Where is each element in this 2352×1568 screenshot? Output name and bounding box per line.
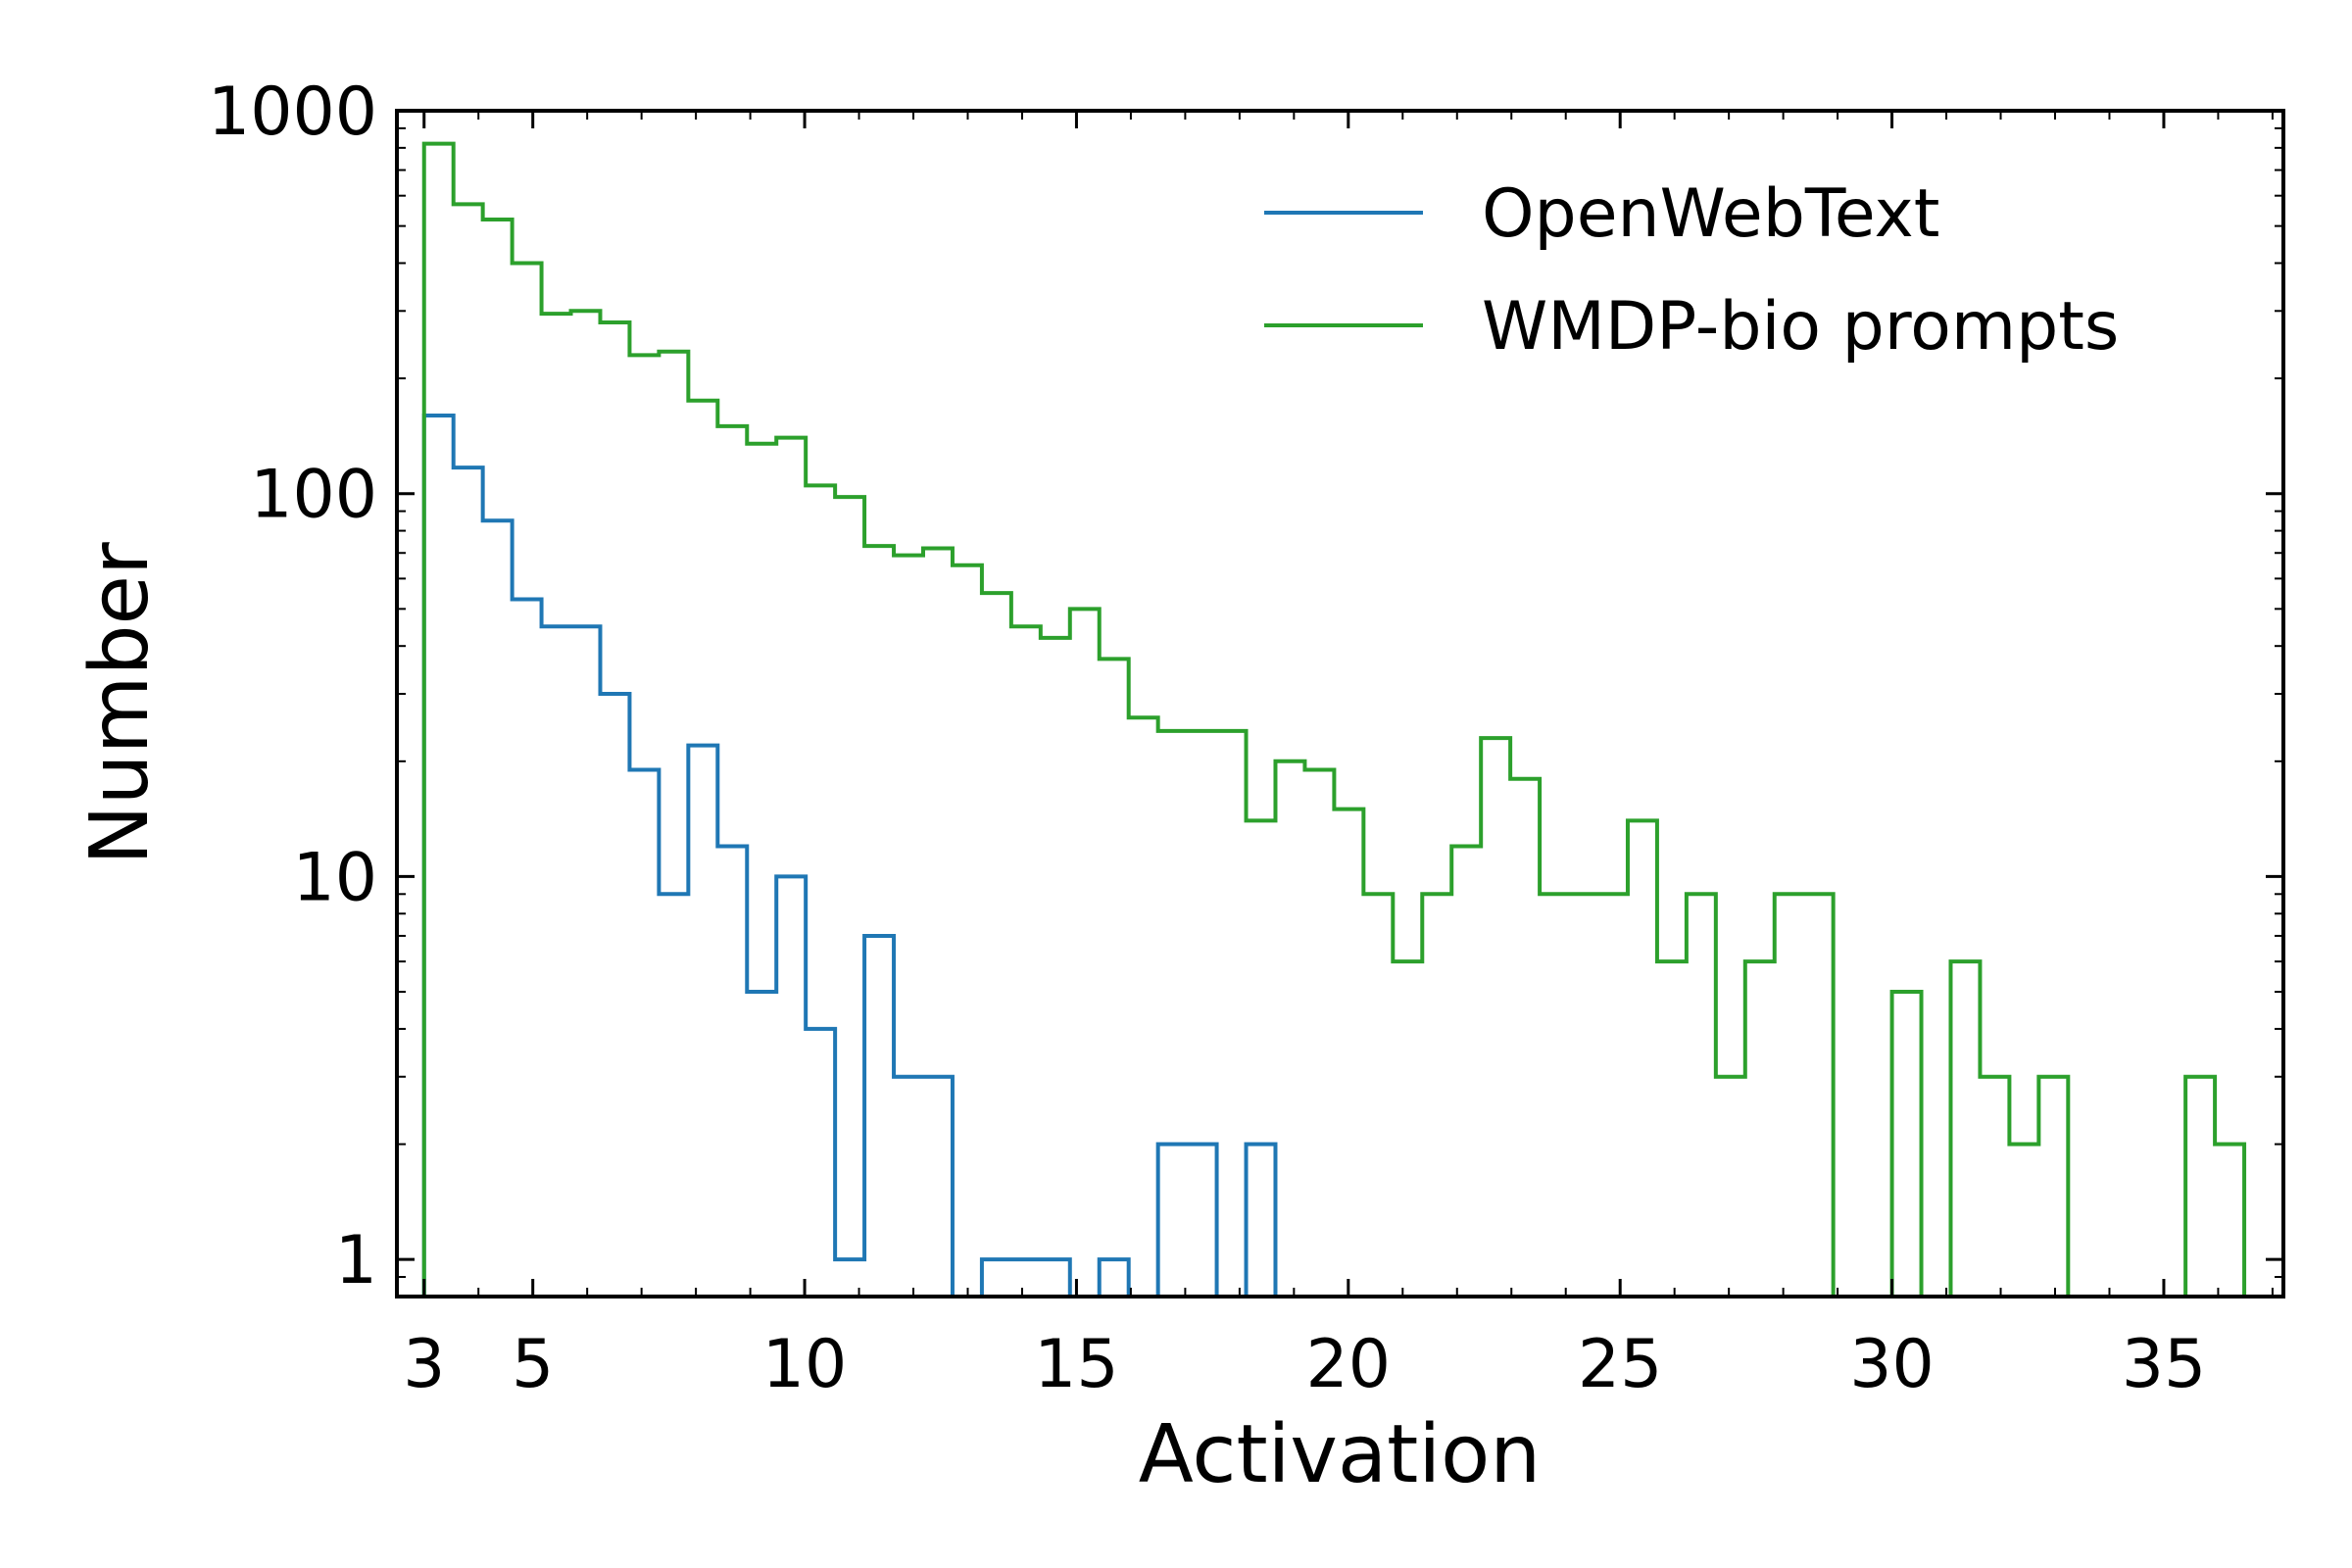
plot-area-frame <box>395 109 2285 1298</box>
y-tick-label: 1000 <box>208 74 377 151</box>
y-tick-label: 1 <box>335 1222 377 1299</box>
y-tick-label: 100 <box>250 457 377 534</box>
x-tick-label: 3 <box>403 1326 445 1403</box>
x-tick-label: 25 <box>1578 1326 1663 1403</box>
series-wmdp-bio-prompts <box>421 141 2247 1297</box>
x-tick-label: 35 <box>2122 1326 2207 1403</box>
legend: OpenWebText WMDP-bio prompts <box>1264 175 2119 366</box>
x-tick-label: 15 <box>1034 1326 1119 1403</box>
legend-label-openwebtext: OpenWebText <box>1482 175 1939 253</box>
x-tick-label: 20 <box>1306 1326 1392 1403</box>
y-tick-label: 10 <box>292 839 377 916</box>
x-axis-label: Activation <box>1139 1408 1542 1501</box>
series-layer <box>421 141 2247 1297</box>
tick-labels-layer: 3 5 10 15 20 25 30 35 1 10 100 1000 <box>208 74 2206 1403</box>
legend-label-wmdp-bio: WMDP-bio prompts <box>1482 288 2119 366</box>
x-tick-label: 10 <box>762 1326 848 1403</box>
x-tick-label: 5 <box>512 1326 554 1403</box>
y-axis-label: Number <box>74 542 167 865</box>
series-openwebtext <box>421 413 1278 1297</box>
x-tick-label: 30 <box>1849 1326 1935 1403</box>
